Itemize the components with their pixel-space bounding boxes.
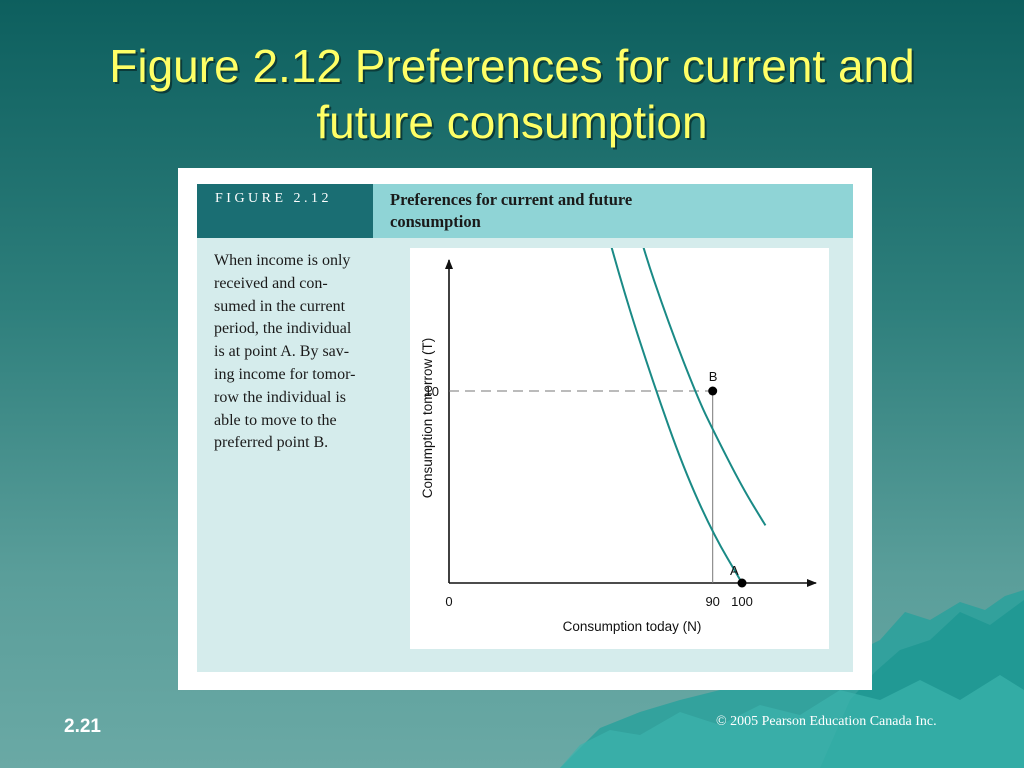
caption-line: When income is only xyxy=(214,252,351,269)
curve-i2 xyxy=(583,0,767,526)
chart-layer: I1I2AB09010010Consumption today (N)Consu… xyxy=(420,0,817,634)
figure-header: FIGURE 2.12 Preferences for current and … xyxy=(197,184,853,238)
caption-line: ing income for tomor- xyxy=(214,365,356,383)
slide-title: Figure 2.12 Preferences for current and … xyxy=(20,38,1004,150)
point-b xyxy=(708,386,718,396)
figure-heading-line-2: consumption xyxy=(390,212,481,231)
slide-number: 2.21 xyxy=(64,716,101,737)
figure-caption: When income is only received and con- su… xyxy=(214,250,394,455)
caption-line: able to move to the xyxy=(214,411,337,429)
copyright-notice: © 2005 Pearson Education Canada Inc. xyxy=(716,714,937,729)
caption-line: row the individual is xyxy=(214,388,346,406)
y-tick-label: 10 xyxy=(425,384,439,399)
figure-heading-line-1: Preferences for current and future xyxy=(390,190,633,209)
figure-panel: FIGURE 2.12 Preferences for current and … xyxy=(197,0,853,672)
plot-area: I1I2AB09010010Consumption today (N)Consu… xyxy=(410,0,829,649)
indifference-chart: I1I2AB09010010Consumption today (N)Consu… xyxy=(420,0,817,634)
figure-card: FIGURE 2.12 Preferences for current and … xyxy=(178,0,872,690)
slide-title-line-2: future consumption xyxy=(316,96,708,148)
caption-line: received and con- xyxy=(214,274,328,292)
figure-heading: Preferences for current and future consu… xyxy=(390,189,720,233)
caption-line: is at point A. By sav- xyxy=(214,343,350,361)
slide-title-line-1: Figure 2.12 Preferences for current and xyxy=(109,40,915,92)
caption-line: sumed in the current xyxy=(214,297,346,315)
x-tick-label: 0 xyxy=(445,594,452,609)
y-axis-label: Consumption tomorrow (T) xyxy=(420,338,435,499)
x-axis-label: Consumption today (N) xyxy=(563,619,702,634)
point-label-a: A xyxy=(730,563,739,578)
point-a xyxy=(737,578,747,588)
caption-line: preferred point B. xyxy=(214,434,329,452)
point-label-b: B xyxy=(709,369,718,384)
figure-label: FIGURE 2.12 xyxy=(197,184,373,238)
caption-line: period, the individual xyxy=(214,320,352,338)
x-tick-label: 100 xyxy=(731,594,753,609)
curve-i1 xyxy=(552,0,743,584)
x-tick-label: 90 xyxy=(705,594,719,609)
